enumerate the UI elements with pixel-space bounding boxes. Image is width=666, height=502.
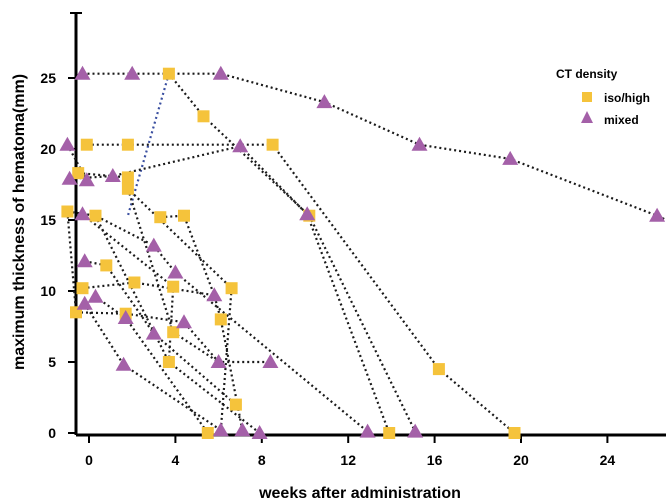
data-point-iso-high [197,110,210,123]
data-point-iso-high [432,363,445,376]
data-point-mixed [316,94,333,109]
data-point-mixed [212,65,229,80]
x-tick-label: 12 [340,452,356,468]
data-point-mixed [145,325,162,340]
legend-title: CT density [556,67,618,81]
data-point-mixed [78,172,95,187]
data-point-iso-high [201,427,214,439]
data-point-iso-high [61,205,74,218]
data-point-mixed [234,422,251,437]
data-point-iso-high [80,138,93,151]
trend-line [82,281,215,297]
x-axis-title: weeks after administration [258,485,461,502]
data-point-mixed [212,422,229,437]
data-point-iso-high [383,427,396,439]
data-point-iso-high [167,280,180,293]
legend-label-iso-high: iso/high [604,91,650,105]
data-point-iso-high [72,167,85,180]
trend-line [67,210,369,433]
data-point-mixed [411,136,428,151]
data-point-iso-high [128,276,141,289]
data-point-iso-high [229,398,242,411]
trend-line [94,215,170,363]
data-point-iso-high [214,313,227,326]
tick-labels: 0 4 8 12 16 20 24 0 5 10 15 20 25 [40,70,615,468]
data-point-mixed [407,423,424,438]
data-point-iso-high [266,138,279,151]
data-point-mixed [74,206,91,221]
trend-line [160,214,244,431]
trend-line [82,72,666,221]
legend-label-mixed: mixed [604,113,639,127]
data-point-mixed [176,314,192,329]
y-tick-label: 20 [40,141,56,157]
x-tick-label: 24 [600,452,616,468]
legend-marker-mixed [581,111,593,123]
data-point-iso-high [225,282,238,295]
y-tick-label: 10 [40,283,56,299]
data-point-mixed [262,354,279,368]
data-point-mixed [115,356,132,371]
data-point-iso-high [154,211,167,224]
data-point-mixed [167,264,184,279]
data-point-mixed [359,423,376,438]
data-point-mixed [210,354,227,368]
data-point-mixed [206,287,223,302]
data-point-mixed [232,138,249,153]
x-tick-label: 16 [427,452,443,468]
data-point-mixed [74,65,91,80]
trend-line [172,331,220,363]
data-point-mixed [299,206,316,221]
trend-line [66,211,78,313]
y-tick-label: 0 [48,425,56,441]
legend: CT density iso/high mixed [556,67,650,127]
data-point-iso-high [89,209,102,222]
data-point-mixed [251,425,268,439]
x-tick-label: 0 [85,452,93,468]
trend-line [168,73,417,433]
x-tick-label: 4 [172,452,180,468]
data-point-mixed [117,310,134,324]
trend-line [122,363,222,432]
data-point-iso-high [508,427,521,439]
trend-line [83,303,125,366]
y-tick-label: 5 [48,354,56,370]
data-point-mixed [502,150,519,165]
trend-lines [66,72,666,434]
data-point-mixed [104,168,121,182]
data-point-mixed [61,170,78,185]
x-tick-label: 20 [513,452,529,468]
tick-marks [68,77,609,443]
data-point-mixed [649,207,666,222]
data-point-mixed [145,237,162,252]
data-point-mixed [76,253,93,268]
data-point-iso-high [167,326,180,339]
data-point-mixed [59,136,76,151]
legend-marker-iso-high [582,92,592,102]
data-point-iso-high [162,356,175,368]
data-point-mixed [87,288,104,303]
data-point-iso-high [178,209,190,222]
data-point-iso-high [100,259,113,272]
x-tick-label: 8 [258,452,266,468]
markers [59,65,666,439]
trend-line [84,260,237,406]
y-tick-label: 15 [40,212,56,228]
data-point-mixed [124,65,141,80]
data-point-iso-high [162,67,175,80]
data-point-iso-high [121,182,134,195]
data-point-iso-high [121,171,134,184]
data-point-iso-high [121,138,134,151]
data-point-mixed [76,295,93,310]
data-point-iso-high [76,282,89,295]
y-axis-title: maximum thickness of hematoma(mm) [11,74,28,370]
y-tick-label: 25 [40,70,56,86]
trend-line [86,143,516,434]
trend-line [126,188,175,333]
